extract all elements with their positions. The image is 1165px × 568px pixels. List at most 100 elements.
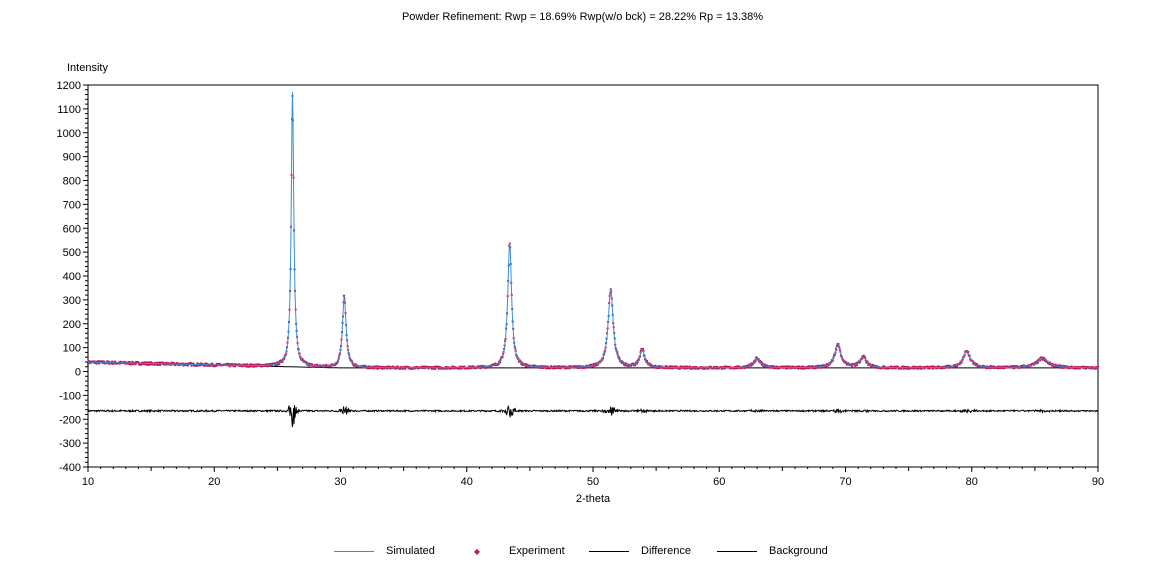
experiment-point (203, 364, 206, 367)
experiment-point (231, 363, 234, 366)
experiment-point (275, 363, 278, 366)
experiment-point (276, 361, 279, 364)
experiment-point (861, 356, 864, 359)
experiment-point (807, 367, 810, 370)
x-tick-label: 30 (334, 476, 346, 488)
legend-label-difference: Difference (641, 545, 691, 557)
experiment-point (996, 367, 999, 370)
experiment-point (242, 365, 244, 368)
experiment-point (382, 366, 385, 368)
experiment-point (111, 360, 114, 363)
experiment-point (618, 356, 621, 359)
experiment-point (367, 365, 370, 368)
experiment-point (975, 363, 978, 365)
experiment-point (851, 365, 854, 368)
experiment-point (172, 362, 175, 364)
experiment-point (568, 367, 571, 370)
experiment-point (195, 364, 198, 367)
experiment-point (134, 363, 137, 366)
experiment-point (654, 364, 657, 367)
experiment-point (137, 361, 140, 364)
experiment-point (831, 359, 834, 362)
experiment-point (375, 365, 378, 368)
experiment-point (785, 367, 788, 370)
experiment-point (911, 365, 914, 368)
experiment-point (321, 365, 324, 368)
experiment-point (93, 360, 96, 363)
y-tick-label: 1000 (57, 128, 81, 140)
experiment-point (769, 365, 772, 368)
experiment-point (576, 365, 579, 368)
experiment-point (336, 362, 338, 364)
experiment-point (594, 364, 597, 367)
experiment-point (414, 367, 417, 370)
experiment-point (675, 365, 678, 368)
experiment-point (539, 366, 541, 369)
experiment-point (694, 366, 696, 368)
experiment-point (956, 365, 959, 367)
x-tick-label: 20 (208, 476, 220, 488)
experiment-point (753, 361, 756, 364)
experiment-point (642, 347, 644, 350)
experiment-point (404, 367, 407, 370)
experiment-point (668, 367, 671, 370)
experiment-point (395, 367, 397, 370)
experiment-point (1054, 365, 1057, 368)
experiment-point (343, 294, 345, 297)
experiment-point (396, 365, 399, 368)
experiment-point (864, 356, 867, 359)
experiment-point (546, 367, 549, 370)
y-tick-label: -200 (59, 414, 81, 426)
experiment-point (113, 360, 116, 363)
experiment-point (736, 367, 739, 370)
experiment-point (720, 366, 723, 368)
experiment-point (860, 358, 863, 361)
experiment-point (377, 365, 380, 368)
experiment-point (249, 363, 252, 366)
experiment-point (856, 364, 859, 367)
experiment-point (767, 366, 770, 369)
y-tick-label: 300 (63, 295, 81, 307)
y-tick-label: -100 (59, 390, 81, 402)
experiment-point (101, 360, 104, 363)
experiment-point (788, 365, 791, 368)
experiment-point (635, 362, 638, 365)
experiment-point (157, 363, 160, 366)
experiment-point (423, 367, 426, 370)
experiment-point (176, 362, 179, 364)
legend-item-simulated: Simulated (334, 543, 435, 559)
experiment-point (1051, 364, 1053, 367)
experiment-point (874, 366, 877, 369)
experiment-point (187, 364, 189, 367)
experiment-point (542, 365, 544, 368)
experiment-point (95, 362, 98, 365)
experiment-point (585, 364, 588, 367)
experiment-point (107, 360, 110, 363)
experiment-point (931, 367, 934, 370)
experiment-point (716, 365, 719, 368)
experiment-point (389, 365, 391, 368)
experiment-point (735, 365, 738, 368)
experiment-point (460, 367, 463, 370)
experiment-point (760, 361, 763, 363)
experiment-point (463, 365, 466, 368)
experiment-point (416, 365, 419, 368)
experiment-point (445, 365, 448, 368)
experiment-point (633, 364, 636, 367)
experiment-point (273, 362, 276, 365)
experiment-point (722, 367, 725, 370)
experiment-point (381, 367, 384, 370)
experiment-point (333, 363, 336, 366)
x-tick-label: 40 (461, 476, 473, 488)
experiment-point (146, 363, 149, 366)
experiment-point (886, 367, 889, 370)
experiment-point (322, 364, 325, 367)
experiment-point (196, 362, 199, 365)
experiment-point (1038, 359, 1041, 362)
experiment-point (1091, 366, 1094, 368)
x-axis: 10 20 30 40 50 60 70 80 90 (82, 467, 1104, 488)
experiment-point (935, 367, 938, 370)
y-tick-label: 500 (63, 247, 81, 259)
experiment-point (1096, 367, 1098, 370)
y-tick-label: 600 (63, 223, 81, 235)
